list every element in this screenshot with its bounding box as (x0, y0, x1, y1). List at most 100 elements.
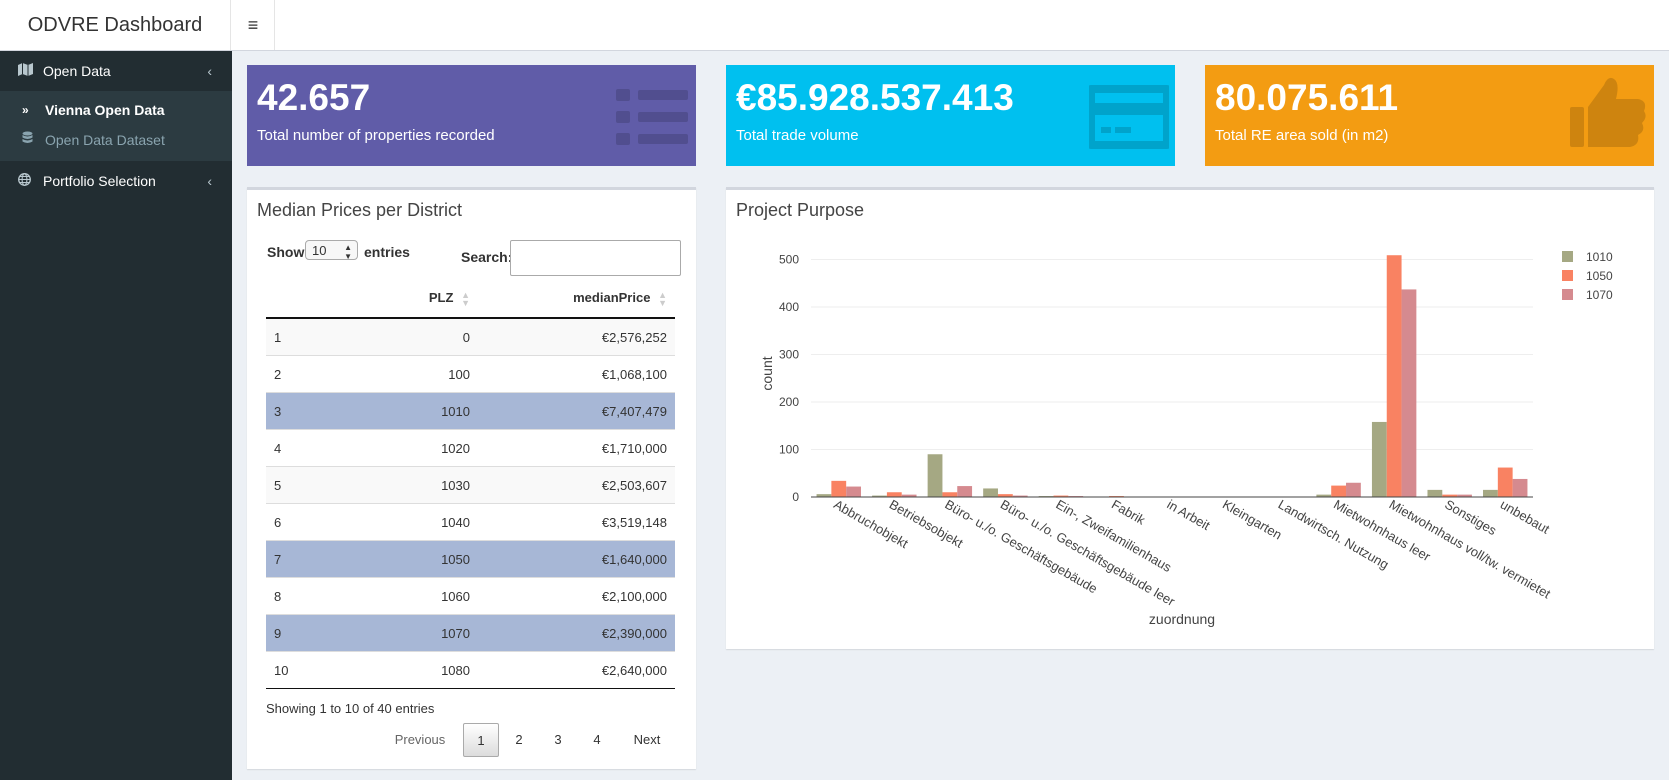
table-info: Showing 1 to 10 of 40 entries (266, 701, 435, 716)
plz-cell: 1010 (332, 392, 478, 430)
sidebar-submenu: » Vienna Open Data Open Data Dataset (0, 91, 232, 161)
pagination-next[interactable]: Next (633, 732, 661, 747)
sidebar-item-label: Open Data Dataset (45, 132, 165, 148)
pagination-page-2[interactable]: 2 (515, 732, 523, 747)
y-tick-label: 0 (792, 490, 799, 504)
table-row[interactable]: 6 1040 €3,519,148 (266, 503, 675, 541)
table-row[interactable]: 4 1020 €1,710,000 (266, 429, 675, 467)
hamburger-icon[interactable]: ≡ (232, 0, 275, 50)
table-row-selected[interactable]: 3 1010 €7,407,479 (266, 392, 675, 430)
row-index: 5 (266, 466, 332, 504)
properties-count: 42.657 (257, 77, 371, 118)
sidebar-item-vienna-open-data[interactable]: » Vienna Open Data (0, 95, 232, 125)
bar (846, 486, 861, 497)
value-box-trade-volume: €85.928.537.413 Total trade volume (726, 65, 1175, 166)
bar (1457, 494, 1472, 497)
median-price-cell: €2,503,607 (478, 466, 675, 504)
column-header-plz[interactable]: PLZ ▲ ▼ (332, 280, 478, 319)
properties-label: Total number of properties recorded (257, 127, 495, 144)
column-header-medianprice[interactable]: medianPrice ▲ ▼ (478, 280, 675, 319)
trade-volume-value: €85.928.537.413 (736, 77, 1014, 118)
row-index: 1 (266, 317, 332, 356)
legend-swatch (1562, 270, 1573, 281)
median-price-cell: €2,100,000 (478, 577, 675, 615)
sidebar-item-label: Portfolio Selection (43, 173, 156, 189)
median-prices-table: PLZ ▲ ▼ medianPrice ▲ ▼ 1 0 €2,576,252 2 100 €… (266, 280, 675, 689)
row-index: 2 (266, 355, 332, 393)
pagination-previous[interactable]: Previous (394, 732, 446, 747)
sidebar-item-open-data[interactable]: Open Data ‹ (0, 51, 232, 91)
plz-cell: 1040 (332, 503, 478, 541)
legend-label: 1070 (1586, 288, 1613, 302)
table-row[interactable]: 5 1030 €2,503,607 (266, 466, 675, 504)
page-length-select[interactable]: 10 ▲ ▼ (305, 240, 358, 261)
plz-cell: 1060 (332, 577, 478, 615)
sidebar-item-portfolio-selection[interactable]: Portfolio Selection ‹ (0, 161, 232, 201)
entries-label: entries (364, 244, 410, 260)
bar (1401, 289, 1417, 497)
bar (1012, 495, 1028, 497)
bar (997, 494, 1013, 497)
plz-cell: 0 (332, 317, 478, 356)
project-purpose-title: Project Purpose (736, 200, 865, 220)
pagination-page-4[interactable]: 4 (593, 732, 601, 747)
double-angle-right-icon: » (22, 103, 29, 117)
thumbs-up-icon (1570, 77, 1646, 147)
credit-card-icon (1089, 85, 1169, 149)
y-tick-label: 400 (779, 300, 799, 314)
bar (1483, 489, 1498, 497)
table-row[interactable]: 1 0 €2,576,252 (266, 317, 675, 356)
table-row-selected[interactable]: 7 1050 €1,640,000 (266, 540, 675, 578)
column-header-label: PLZ (428, 290, 454, 306)
area-sold-label: Total RE area sold (in m2) (1215, 127, 1389, 144)
table-row[interactable]: 2 100 €1,068,100 (266, 355, 675, 393)
sidebar-item-open-data-dataset[interactable]: Open Data Dataset (0, 125, 232, 155)
chevron-left-icon: ‹ (207, 173, 212, 189)
pagination-page-3[interactable]: 3 (554, 732, 562, 747)
bar (872, 495, 887, 497)
x-axis-title: zuordnung (1149, 611, 1215, 627)
select-arrows-icon: ▲ ▼ (344, 243, 352, 261)
bar (1442, 494, 1458, 497)
row-index: 6 (266, 503, 332, 541)
value-box-area-sold: 80.075.611 Total RE area sold (in m2) (1205, 65, 1654, 166)
plz-cell: 1050 (332, 540, 478, 578)
chevron-left-icon: ‹ (207, 63, 212, 79)
database-icon (22, 125, 33, 155)
bar (1331, 485, 1347, 497)
table-row[interactable]: 8 1060 €2,100,000 (266, 577, 675, 615)
table-header-row: PLZ ▲ ▼ medianPrice ▲ ▼ (266, 280, 675, 319)
bar (901, 494, 917, 497)
bar (942, 492, 958, 497)
bar (927, 454, 943, 497)
page-length-value: 10 (312, 243, 327, 258)
median-price-cell: €3,519,148 (478, 503, 675, 541)
x-tick-label: Fabrik (1109, 497, 1148, 528)
row-index: 9 (266, 614, 332, 652)
list-icon (616, 89, 688, 145)
y-tick-label: 100 (779, 443, 799, 457)
sidebar: Open Data ‹ » Vienna Open Data Open Data… (0, 51, 232, 780)
bar (1427, 489, 1443, 497)
table-row[interactable]: 10 1080 €2,640,000 (266, 651, 675, 689)
bar (1316, 494, 1332, 497)
bar (831, 480, 847, 497)
median-price-cell: €1,068,100 (478, 355, 675, 393)
plz-cell: 1020 (332, 429, 478, 467)
bar (1371, 421, 1387, 497)
project-purpose-chart: 0100200300400500AbbruchobjektBetriebsobj… (759, 250, 1613, 627)
median-price-cell: €2,576,252 (478, 317, 675, 356)
map-icon (18, 51, 36, 91)
value-box-properties: 42.657 Total number of properties record… (247, 65, 696, 166)
pagination-page-1[interactable]: 1 (463, 723, 499, 757)
legend-swatch (1562, 251, 1573, 262)
plz-cell: 1070 (332, 614, 478, 652)
bar (1346, 482, 1361, 497)
x-tick-label: Kleingarten (1220, 497, 1284, 543)
search-input[interactable] (510, 240, 681, 276)
sort-icon: ▲ ▼ (658, 289, 667, 308)
x-tick-label: unbebaut (1498, 497, 1553, 537)
bar (1386, 255, 1402, 497)
table-row-selected[interactable]: 9 1070 €2,390,000 (266, 614, 675, 652)
plz-cell: 100 (332, 355, 478, 393)
